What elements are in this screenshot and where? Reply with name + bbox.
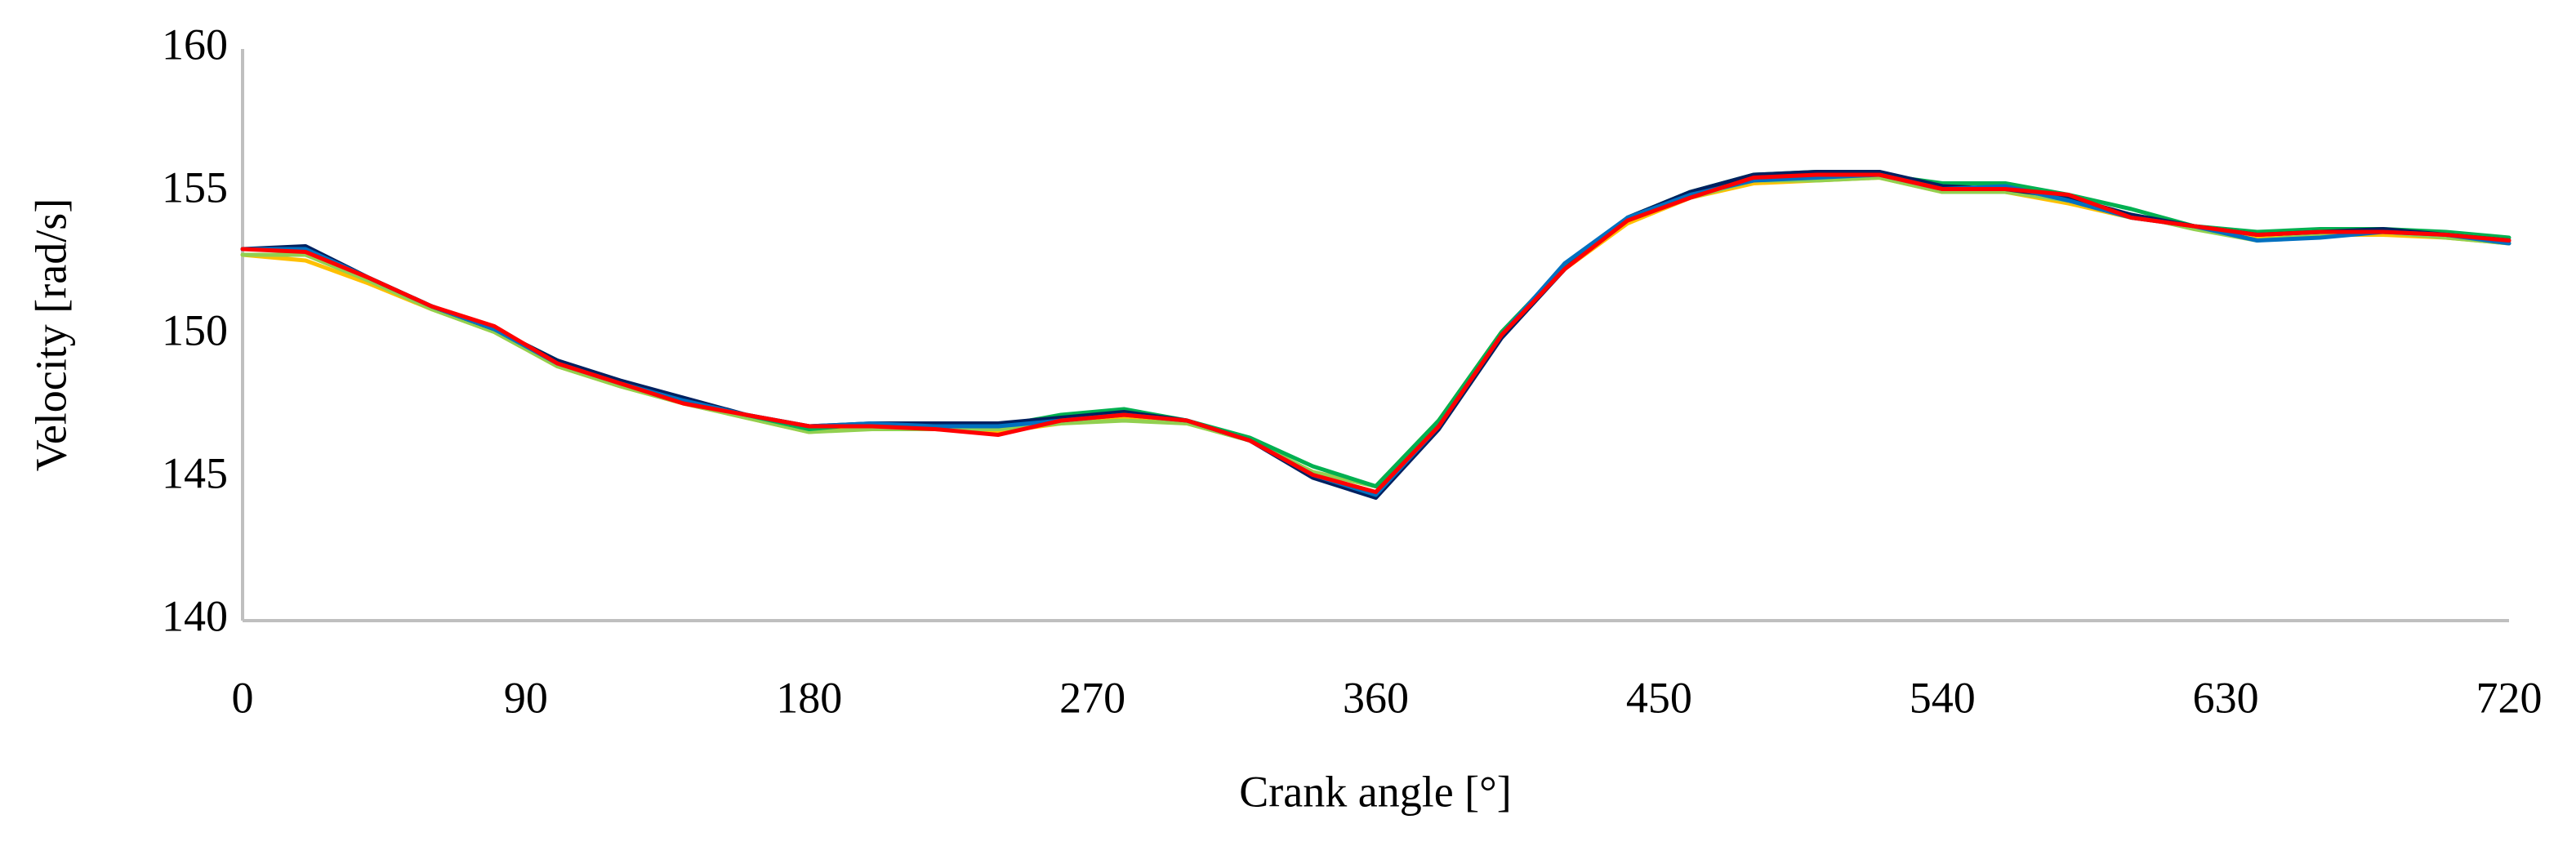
- x-axis-title: Crank angle [°]: [1239, 767, 1511, 816]
- data-line: [240, 172, 2511, 494]
- x-tick-label: 630: [2193, 673, 2259, 722]
- y-tick-label: 160: [162, 20, 228, 69]
- x-tick-label: 360: [1343, 673, 1409, 722]
- y-tick-label: 140: [162, 591, 228, 640]
- data-line: [240, 170, 2511, 500]
- y-tick-label: 150: [162, 305, 228, 354]
- x-tick-label: 90: [504, 673, 548, 722]
- x-tick-label: 450: [1626, 673, 1692, 722]
- x-tick-label: 180: [776, 673, 842, 722]
- x-tick-label: 720: [2476, 673, 2543, 722]
- y-tick-label: 145: [162, 448, 228, 497]
- data-line: [240, 170, 2511, 488]
- x-tick-label: 270: [1059, 673, 1125, 722]
- x-tick-label: 540: [1910, 673, 1976, 722]
- x-tick-label: 0: [232, 673, 254, 722]
- y-axis-title: Velocity [rad/s]: [26, 198, 75, 471]
- y-tick-label: 155: [162, 163, 228, 212]
